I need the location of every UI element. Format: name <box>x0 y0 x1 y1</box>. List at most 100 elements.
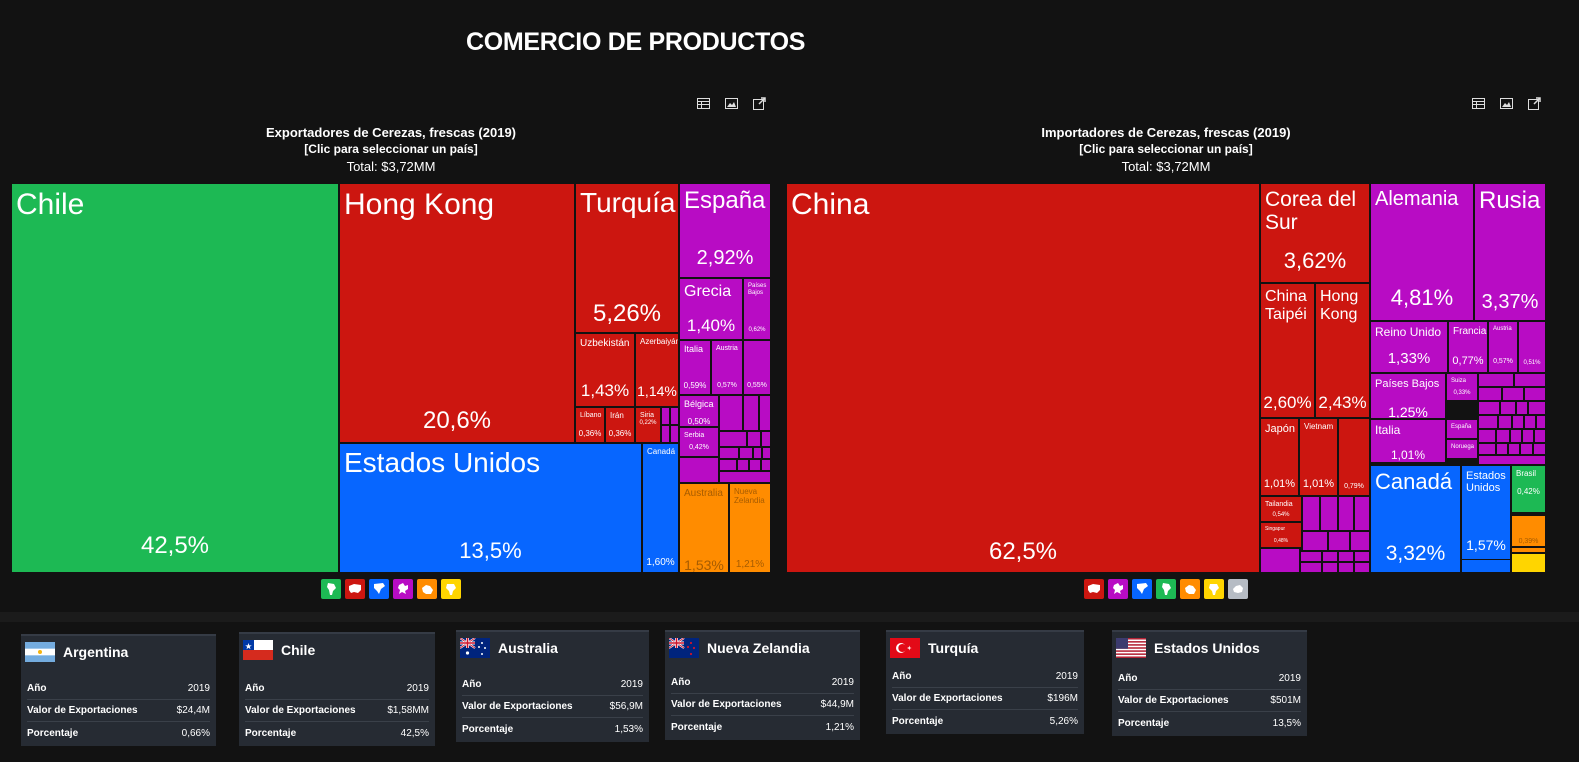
importers-cell-unlabeled-23[interactable]: 0,39% <box>1511 515 1546 547</box>
importers-small-cell[interactable] <box>1508 443 1520 455</box>
exporters-small-cell[interactable] <box>743 395 759 431</box>
exporters-treemap[interactable]: Chile 42,5% Hong Kong 20,6% Turquía 5,26% Uzbe… <box>11 183 771 573</box>
asia-region-icon[interactable] <box>345 579 365 599</box>
image-icon[interactable] <box>724 97 738 110</box>
exporters-cell-azerbaiyan[interactable]: Azerbaiyán 1,14% <box>635 333 679 407</box>
importers-small-cell[interactable] <box>1524 415 1536 429</box>
importers-cell-rusia[interactable]: Rusia 3,37% <box>1474 183 1546 321</box>
importers-cell-paises-bajos[interactable]: Países Bajos 1,25% <box>1370 373 1446 419</box>
exporters-small-cell[interactable] <box>679 457 719 483</box>
exporters-small-cell[interactable] <box>762 447 771 459</box>
exporters-small-cell[interactable] <box>761 459 771 471</box>
importers-treemap[interactable]: China 62,5% Corea del Sur 3,62% China Taipéi… <box>786 183 1546 573</box>
importers-cell-francia[interactable]: Francia 0,77% <box>1448 321 1488 373</box>
importers-small-cell[interactable] <box>1510 429 1522 443</box>
importers-cell-unlabeled-6[interactable]: 0,79% <box>1338 418 1370 496</box>
exporters-small-cell[interactable] <box>719 431 747 447</box>
importers-small-cell[interactable] <box>1354 496 1370 531</box>
importers-cell-canada[interactable]: Canadá 3,32% <box>1370 465 1461 573</box>
importers-small-cell[interactable] <box>1528 401 1546 415</box>
importers-small-cell[interactable] <box>1496 443 1508 455</box>
europe-region-icon[interactable] <box>1108 579 1128 599</box>
exporters-small-cell[interactable] <box>747 431 761 447</box>
importers-small-cell[interactable] <box>1302 531 1328 551</box>
importers-small-cell[interactable] <box>1322 551 1338 562</box>
exporters-cell-siria[interactable]: Siria 0,22% <box>635 407 661 443</box>
country-card-estados-unidos[interactable]: Estados Unidos Año 2019 Valor de Exportacio… <box>1112 630 1307 736</box>
importers-cell-alemania[interactable]: Alemania 4,81% <box>1370 183 1474 321</box>
exporters-small-cell[interactable] <box>739 447 753 459</box>
exporters-cell-canada[interactable]: Canadá 1,60% <box>642 443 679 573</box>
exporters-small-cell[interactable] <box>661 407 670 425</box>
importers-small-cell[interactable] <box>1461 559 1511 573</box>
antarctica-region-icon[interactable] <box>1228 579 1248 599</box>
country-card-argentina[interactable]: Argentina Año 2019 Valor de Exportaciones $2… <box>21 634 216 746</box>
exporters-small-cell[interactable] <box>670 407 679 425</box>
south-america-region-icon[interactable] <box>1156 579 1176 599</box>
importers-cell-china-taipei[interactable]: China Taipéi 2,60% <box>1260 283 1315 418</box>
north-america-region-icon[interactable] <box>1132 579 1152 599</box>
importers-cell-hong-kong[interactable]: Hong Kong 2,43% <box>1315 283 1370 418</box>
importers-small-cell[interactable] <box>1302 496 1320 531</box>
exporters-small-cell[interactable] <box>761 431 771 447</box>
exporters-cell-uzbekistan[interactable]: Uzbekistán 1,43% <box>575 333 635 407</box>
importers-small-cell[interactable] <box>1534 429 1546 443</box>
importers-small-cell[interactable] <box>1478 401 1500 415</box>
importers-small-cell[interactable] <box>1328 531 1350 551</box>
importers-cell-tailandia[interactable]: Tailandia 0,54% <box>1260 496 1302 522</box>
importers-cell-reino-unido[interactable]: Reino Unido 1,33% <box>1370 321 1448 373</box>
importers-small-cell[interactable] <box>1478 415 1498 429</box>
importers-cell-espana[interactable]: España <box>1446 419 1478 439</box>
exporters-cell-unlabeled-15[interactable]: 0,55% <box>743 340 771 395</box>
importers-small-cell[interactable] <box>1502 387 1524 401</box>
country-card-australia[interactable]: Australia Año 2019 Valor de Exportaciones $5… <box>456 630 649 742</box>
exporters-cell-austria[interactable]: Austria 0,57% <box>711 340 743 395</box>
country-card-nueva-zelandia[interactable]: Nueva Zelandia Año 2019 Valor de Exportacio… <box>665 630 860 740</box>
importers-small-cell[interactable] <box>1478 443 1496 455</box>
importers-small-cell[interactable] <box>1511 547 1546 553</box>
importers-small-cell[interactable] <box>1520 443 1533 455</box>
importers-small-cell[interactable] <box>1516 401 1528 415</box>
importers-cell-vietnam[interactable]: Vietnam 1,01% <box>1299 418 1338 496</box>
importers-small-cell[interactable] <box>1338 551 1354 562</box>
importers-small-cell[interactable] <box>1322 562 1338 573</box>
table-icon[interactable] <box>696 97 710 110</box>
importers-small-cell[interactable] <box>1338 496 1354 531</box>
importers-small-cell[interactable] <box>1354 551 1370 562</box>
exporters-small-cell[interactable] <box>719 447 739 459</box>
importers-small-cell[interactable] <box>1478 455 1546 465</box>
importers-small-cell[interactable] <box>1524 387 1546 401</box>
importers-small-cell[interactable] <box>1498 415 1512 429</box>
africa-region-icon[interactable] <box>1204 579 1224 599</box>
importers-small-cell[interactable] <box>1511 553 1546 573</box>
exporters-cell-libano[interactable]: Líbano 0,36% <box>575 407 605 443</box>
importers-small-cell[interactable] <box>1478 373 1514 387</box>
exporters-cell-hong-kong[interactable]: Hong Kong 20,6% <box>339 183 575 443</box>
importers-small-cell[interactable] <box>1354 562 1370 573</box>
importers-small-cell[interactable] <box>1260 548 1300 573</box>
exporters-small-cell[interactable] <box>719 459 737 471</box>
europe-region-icon[interactable] <box>393 579 413 599</box>
exporters-cell-grecia[interactable]: Grecia 1,40% <box>679 278 743 340</box>
importers-small-cell[interactable] <box>1514 373 1546 387</box>
importers-cell-japon[interactable]: Japón 1,01% <box>1260 418 1299 496</box>
north-america-region-icon[interactable] <box>369 579 389 599</box>
image-icon[interactable] <box>1499 97 1513 110</box>
exporters-small-cell[interactable] <box>670 425 679 443</box>
importers-cell-estados-unidos[interactable]: Estados Unidos 1,57% <box>1461 465 1511 573</box>
importers-cell-singapur[interactable]: Singapur 0,48% <box>1260 522 1302 548</box>
external-link-icon[interactable] <box>1527 97 1541 110</box>
exporters-small-cell[interactable] <box>719 395 743 431</box>
africa-region-icon[interactable] <box>441 579 461 599</box>
importers-small-cell[interactable] <box>1522 429 1534 443</box>
importers-small-cell[interactable] <box>1350 531 1370 551</box>
exporters-cell-iran[interactable]: Irán 0,36% <box>605 407 635 443</box>
importers-small-cell[interactable] <box>1496 429 1510 443</box>
importers-small-cell[interactable] <box>1500 401 1516 415</box>
exporters-cell-chile[interactable]: Chile 42,5% <box>11 183 339 573</box>
exporters-cell-nueva-zelandia[interactable]: Nueva Zelandia 1,21% <box>729 483 771 573</box>
country-card-turquia[interactable]: Turquía Año 2019 Valor de Exportaciones $196… <box>886 630 1084 734</box>
exporters-small-cell[interactable] <box>753 447 762 459</box>
importers-cell-suiza[interactable]: Suiza 0,33% <box>1446 373 1478 401</box>
exporters-small-cell[interactable] <box>719 471 771 483</box>
